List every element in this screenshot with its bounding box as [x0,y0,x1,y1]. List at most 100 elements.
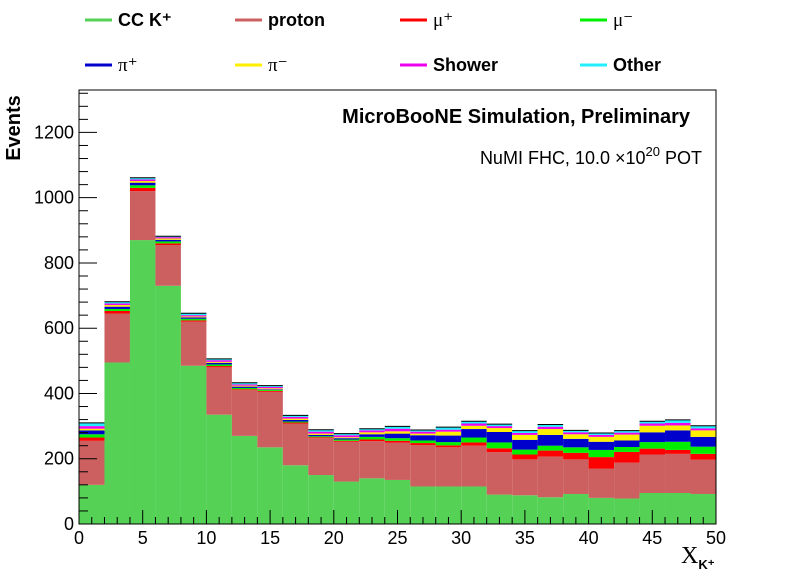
y-tick-label: 0 [64,514,74,534]
bar-5-bin-2 [104,306,130,309]
bar-5-bin-7 [231,386,258,388]
bar-1-bin-12 [359,478,385,524]
bar-1-bin-9 [282,465,309,524]
bar-2-bin-11 [333,441,360,482]
legend-entry-1: CC K⁺ [85,10,172,30]
bar-2-bin-5 [180,321,207,366]
bar-8-bin-23 [639,421,666,424]
bar-7-bin-7 [231,384,258,386]
bar-8-bin-16 [461,421,487,424]
bar-5-bin-13 [384,433,411,439]
bar-5-bin-14 [410,435,436,441]
legend-entry-4: μ⁻ [580,10,633,31]
bar-2-bin-3 [129,191,156,241]
bar-6-bin-8 [257,388,283,390]
bar-2-bin-7 [231,390,258,436]
bar-8-bin-13 [384,426,411,429]
bar-2-bin-21 [588,468,615,498]
bar-8-bin-8 [257,385,283,387]
bar-5-bin-6 [206,362,232,365]
bar-7-bin-20 [563,432,589,435]
bar-5-bin-19 [537,434,564,446]
legend-entry-5: π⁺ [85,55,138,76]
bar-5-bin-22 [614,440,640,447]
bar-2-bin-23 [639,454,666,493]
x-tick-label: 5 [138,528,148,548]
bar-3-bin-25 [690,453,716,460]
bar-2-bin-20 [563,459,589,494]
legend-entry-2: proton [235,10,325,30]
axes: 0 5 10 15 20 25 30 35 40 45 50 0 200 400 600 800 1000 120… [34,89,726,548]
bar-3-bin-7 [231,389,258,391]
bar-7-bin-4 [155,237,181,239]
subtitle-suffix: POT [660,148,702,168]
x-axis-label: XK⁺ [681,543,715,572]
chart-subtitle: NuMI FHC, 10.0 ×1020 POT [480,144,702,168]
legend-entry-8: Other [580,55,661,75]
bar-2-bin-2 [104,313,130,363]
bar-8-bin-12 [359,428,385,431]
bar-5-bin-3 [129,182,156,186]
bar-4-bin-20 [563,447,589,453]
bar-4-bin-25 [690,446,716,454]
bar-1-bin-10 [308,475,334,524]
bar-3-bin-20 [563,452,589,460]
y-tick-label: 800 [44,253,74,273]
bar-2-bin-24 [665,453,691,493]
bar-5-bin-8 [257,389,283,390]
bar-6-bin-1 [79,428,105,431]
bar-6-bin-15 [435,431,462,436]
bar-5-bin-21 [588,441,615,450]
legend-entry-3: μ⁺ [400,10,453,31]
bar-4-bin-13 [384,438,411,441]
bar-2-bin-22 [614,462,640,499]
bar-7-bin-22 [614,432,640,435]
y-axis-label: Events [3,95,25,161]
bar-7-bin-13 [384,428,411,432]
bar-5-bin-15 [435,435,462,443]
bar-5-bin-5 [180,317,207,319]
bar-3-bin-19 [537,450,564,457]
bar-6-bin-2 [104,305,130,307]
bar-5-bin-1 [79,430,105,435]
bar-2-bin-10 [308,438,334,476]
bar-6-bin-3 [129,181,156,183]
bar-4-bin-14 [410,440,436,444]
bar-8-bin-5 [180,313,207,316]
bar-3-bin-18 [512,454,538,460]
bar-2-bin-19 [537,456,564,498]
legend-label: Shower [433,55,498,75]
bar-2-bin-1 [79,440,105,485]
bar-8-bin-18 [512,430,538,433]
bar-1-bin-4 [155,285,181,524]
bar-8-bin-1 [79,422,105,427]
bar-4-bin-22 [614,446,640,452]
x-tick-label: 50 [706,528,726,548]
bar-3-bin-4 [155,243,181,245]
bar-2-bin-15 [435,447,462,487]
bar-2-bin-6 [206,367,232,415]
legend: CC K⁺ proton μ⁺ μ⁻ π⁺ π⁻ Shower Other [85,10,661,76]
bar-8-bin-7 [231,382,258,385]
bar-4-bin-7 [231,387,258,390]
bar-7-bin-3 [129,179,156,182]
bar-7-bin-17 [486,426,513,429]
bar-2-bin-12 [359,441,385,479]
bar-7-bin-2 [104,303,130,306]
bar-6-bin-25 [690,430,716,437]
bar-5-bin-9 [282,419,309,422]
bar-6-bin-10 [308,433,334,435]
bar-3-bin-17 [486,448,513,453]
legend-label: CC K⁺ [118,10,172,30]
y-tick-label: 1000 [34,188,74,208]
bar-8-bin-6 [206,358,232,361]
bar-3-bin-3 [129,187,156,192]
x-tick-label: 45 [642,528,662,548]
bar-6-bin-19 [537,429,564,435]
bar-2-bin-16 [461,445,487,487]
bar-2-bin-9 [282,423,309,466]
histogram-bars [79,177,716,524]
legend-label: π⁻ [268,55,288,76]
bar-5-bin-24 [665,430,691,442]
